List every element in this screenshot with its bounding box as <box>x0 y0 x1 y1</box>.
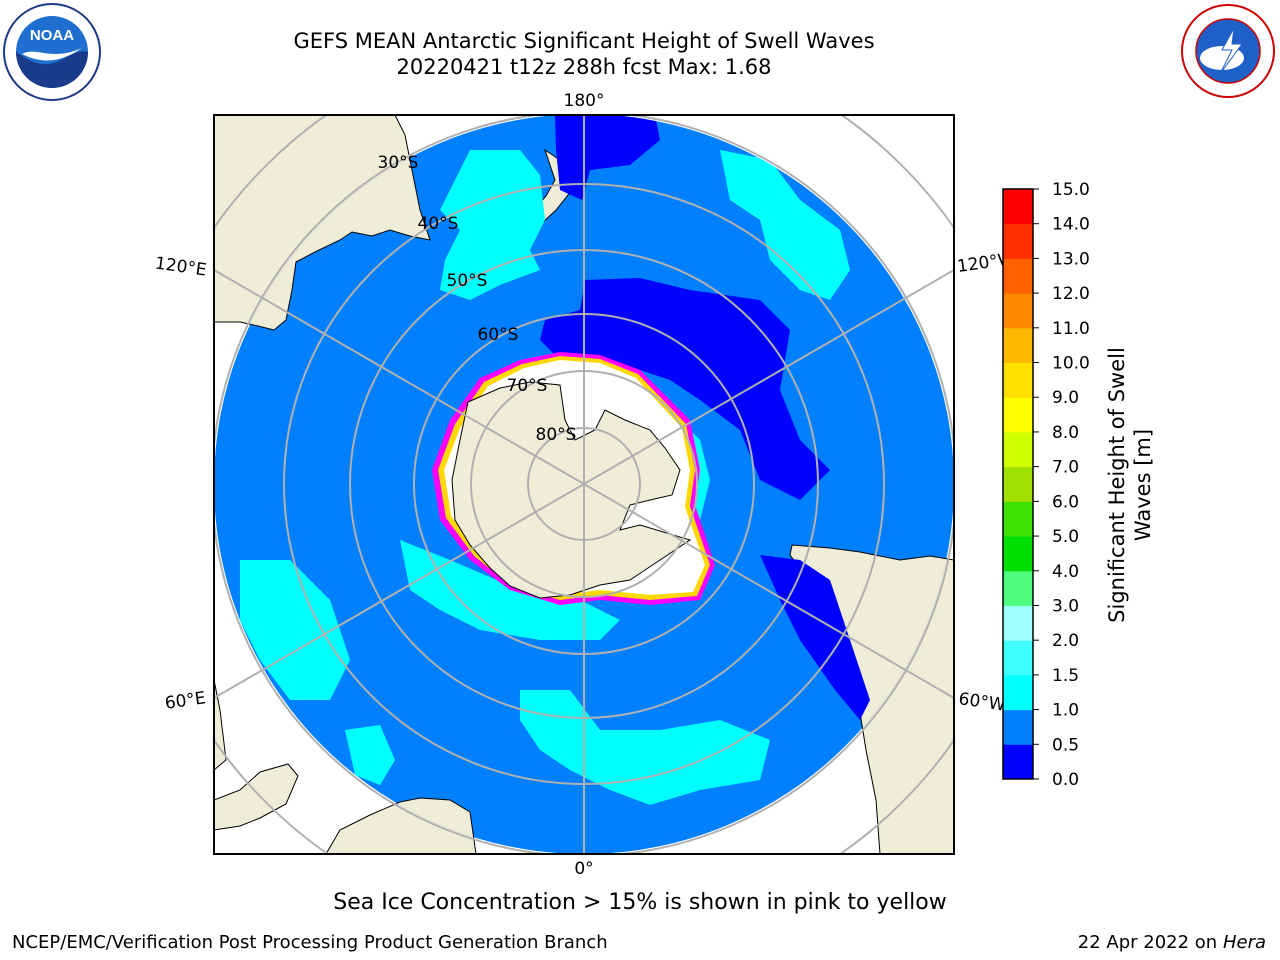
footer-date: 22 Apr 2022 on Hera <box>1078 932 1266 953</box>
colorbar-tick-label: 11.0 <box>1052 319 1090 339</box>
colorbar-segment <box>1003 605 1033 641</box>
national-weather-service-logo-icon <box>1181 4 1275 98</box>
footer-credit: NCEP/EMC/Verification Post Processing Pr… <box>12 932 608 953</box>
colorbar-segment <box>1003 431 1033 468</box>
colorbar-tick-label: 3.0 <box>1052 596 1079 616</box>
noaa-logo-text: NOAA <box>30 27 74 44</box>
lat-label-40s: 40°S <box>418 214 459 234</box>
swell-region-1-1.5-tasman <box>440 150 545 300</box>
colorbar-tick-label: 8.0 <box>1052 423 1079 443</box>
colorbar-tick-label: 4.0 <box>1052 562 1079 582</box>
lon-label-180: 180° <box>564 91 605 111</box>
colorbar-tick-label: 10.0 <box>1052 354 1090 374</box>
colorbar-tick-label: 13.0 <box>1052 249 1090 269</box>
swell-region-1-1.5-small <box>345 725 395 785</box>
footer-machine: Hera <box>1222 932 1266 953</box>
antarctica-landmass <box>451 381 692 599</box>
colorbar-tick-label: 5.0 <box>1052 527 1079 547</box>
swell-region-0-0.5-drake <box>760 555 870 720</box>
colorbar-segment <box>1003 744 1033 780</box>
colorbar: 0.0 0.5 1.0 1.5 2.0 3.0 4.0 5.0 6.0 7.0 8.0 9.0 10.0… <box>1002 180 1090 790</box>
colorbar-tick-label: 14.0 <box>1052 215 1090 235</box>
colorbar-segment <box>1003 536 1033 572</box>
colorbar-tick-label: 0.5 <box>1052 735 1079 755</box>
colorbar-tick-label: 1.0 <box>1052 701 1079 721</box>
colorbar-tick-label: 6.0 <box>1052 492 1079 512</box>
lat-label-80s: 80°S <box>536 425 577 445</box>
colorbar-segment <box>1003 640 1033 676</box>
swell-region-1-1.5-east <box>720 150 850 300</box>
colorbar-segment <box>1003 223 1033 259</box>
colorbar-segment <box>1003 570 1033 606</box>
colorbar-segment <box>1003 397 1033 433</box>
swell-region-1-1.5-southwest <box>240 560 350 700</box>
colorbar-segment <box>1003 466 1033 502</box>
noaa-logo-icon: NOAA <box>3 3 101 101</box>
colorbar-tick-label: 1.5 <box>1052 666 1079 686</box>
lat-label-50s: 50°S <box>447 271 488 291</box>
colorbar-tick-label: 15.0 <box>1052 180 1090 200</box>
colorbar-tick-label: 7.0 <box>1052 458 1079 478</box>
colorbar-tick-label: 0.0 <box>1052 770 1079 790</box>
swell-region-0-0.5-north <box>555 115 660 200</box>
swell-region-0-0.5-pacific <box>540 278 830 500</box>
lat-label-70s: 70°S <box>507 376 548 396</box>
lat-label-60s: 60°S <box>478 325 519 345</box>
map-frame <box>213 114 955 855</box>
colorbar-tick-label: 2.0 <box>1052 631 1079 651</box>
colorbar-segment <box>1003 293 1033 329</box>
colorbar-tick-label: 9.0 <box>1052 388 1079 408</box>
lon-label-0: 0° <box>574 859 593 879</box>
lon-label-60e: 60°E <box>164 688 207 713</box>
colorbar-segment <box>1003 501 1033 537</box>
africa-tip-landmass <box>214 679 227 771</box>
footer-date-text: 22 Apr 2022 on <box>1077 932 1223 953</box>
colorbar-segment <box>1003 327 1033 364</box>
graticule <box>214 115 954 854</box>
colorbar-segment <box>1003 674 1033 711</box>
colorbar-frame <box>1002 188 1034 780</box>
chart-subtitle: 20220421 t12z 288h fcst Max: 1.68 <box>396 55 772 79</box>
colorbar-segment <box>1003 709 1033 745</box>
colorbar-tick-label: 12.0 <box>1052 284 1090 304</box>
madagascar-landmass <box>214 763 299 831</box>
sea-ice-note: Sea Ice Concentration > 15% is shown in … <box>333 890 947 915</box>
colorbar-segment <box>1003 362 1033 398</box>
lon-label-120e: 120°E <box>154 254 208 281</box>
colorbar-label: Significant Height of Swell Waves [m] <box>1105 347 1155 623</box>
colorbar-segment <box>1003 189 1033 225</box>
colorbar-segment <box>1003 258 1033 294</box>
lat-label-30s: 30°S <box>378 153 419 173</box>
lon-label-60w: 60°W <box>957 689 1006 715</box>
chart-title: GEFS MEAN Antarctic Significant Height o… <box>293 29 875 53</box>
